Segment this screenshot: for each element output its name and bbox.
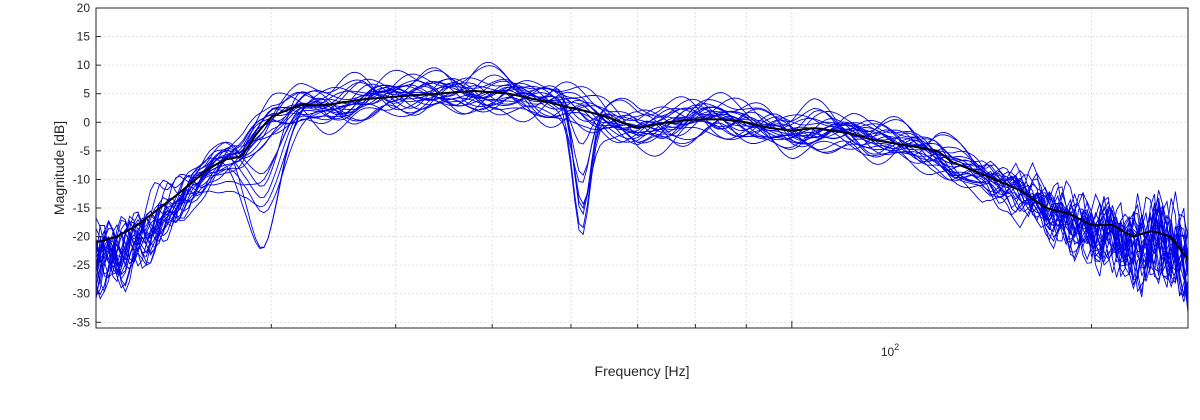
y-tick-label: -5 [79,144,90,158]
x-tick-label-100: 102 [881,342,899,359]
individual-response-curve [96,78,1188,304]
x-axis-label: Frequency [Hz] [595,363,690,379]
plot-area-background [96,8,1188,328]
y-tick-label: -25 [73,258,91,272]
individual-response-curve [96,69,1188,308]
individual-response-curve [96,82,1188,313]
individual-response-curve [96,61,1188,303]
y-tick-label: -10 [73,172,91,186]
y-tick-label: 15 [77,30,91,44]
x-tick-base: 10 [881,345,895,359]
individual-response-curve [96,84,1188,296]
y-tick-label: 0 [83,115,90,129]
plot-frame [95,7,1189,329]
individual-response-curve [96,85,1188,297]
y-tick-label: 5 [83,87,90,101]
individual-response-curve [96,78,1188,297]
y-tick-label: -20 [73,230,91,244]
individual-response-curve [96,78,1188,297]
y-axis-label: Magnitude [dB] [51,121,67,215]
y-tick-label: -30 [73,287,91,301]
y-tick-label: 10 [77,58,91,72]
y-tick-label: 20 [77,1,91,15]
x-tick-exponent: 2 [894,342,899,352]
curves [95,61,1189,313]
y-tick-label: -15 [73,201,91,215]
y-tick-label: -35 [73,315,91,329]
individual-response-curve [96,90,1188,296]
mean-response-curve [95,89,1189,261]
y-tick-labels: 20 15 10 5 0 -5 -10 -15 -20 -25 -30 -35 [73,1,101,329]
